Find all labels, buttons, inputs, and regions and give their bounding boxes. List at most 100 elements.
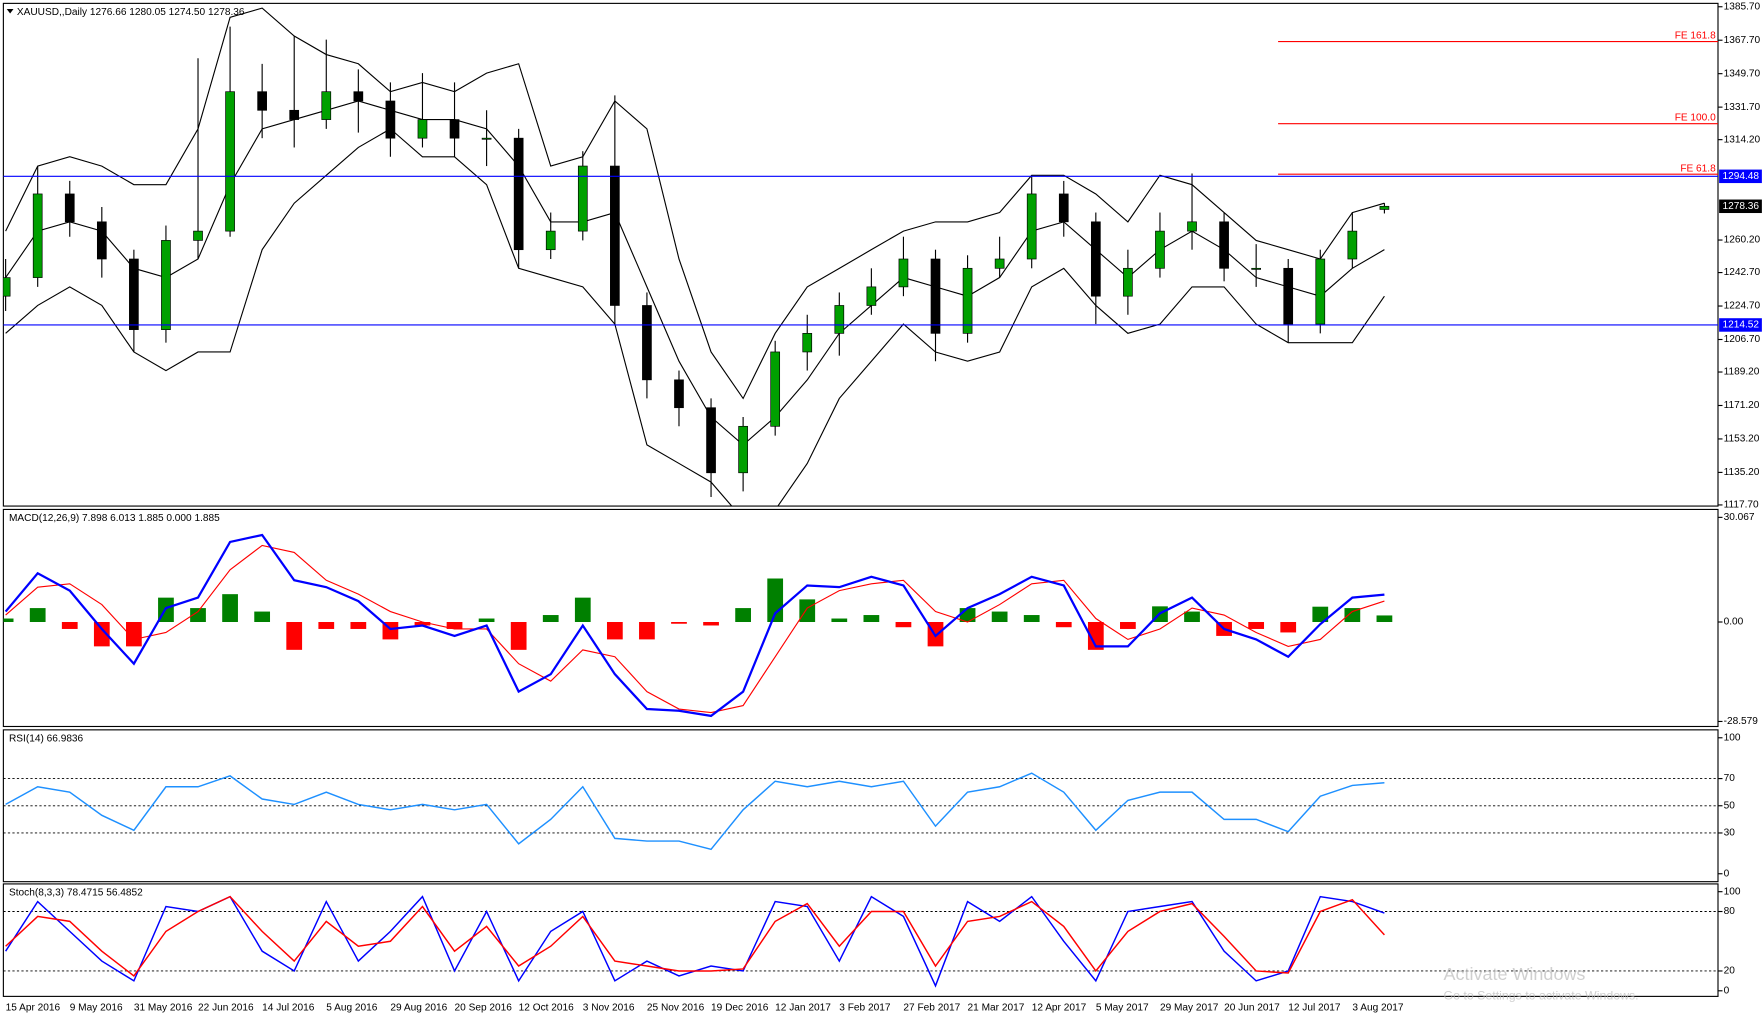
histogram-bar <box>1280 622 1297 633</box>
bollinger-middle <box>5 100 1385 446</box>
candle-body <box>1058 193 1069 223</box>
bollinger-lower <box>5 128 1385 507</box>
x-tick-label: 3 Aug 2017 <box>1352 1002 1404 1013</box>
y-tick-label: 1206.70 <box>1724 334 1761 345</box>
y-tick-label: 1331.70 <box>1724 102 1761 113</box>
histogram-bar <box>639 622 655 640</box>
candle-body <box>802 333 813 353</box>
x-tick-label: 3 Nov 2016 <box>583 1002 635 1013</box>
histogram-bar <box>222 594 238 623</box>
histogram-bar <box>1376 615 1393 623</box>
candle-body <box>385 100 396 139</box>
y-tick-label: 50 <box>1724 800 1736 811</box>
y-tick-label: 1314.20 <box>1724 134 1761 145</box>
macd-line <box>4 533 1385 718</box>
x-tick-label: 27 Feb 2017 <box>903 1002 960 1013</box>
y-tick-label: 80 <box>1724 906 1736 917</box>
histogram-bar <box>1055 622 1072 628</box>
candle-body <box>834 305 845 334</box>
histogram-bar <box>478 618 495 623</box>
candle-body <box>898 258 909 288</box>
x-tick-label: 12 Jul 2017 <box>1288 1002 1341 1013</box>
fibo-label: FE 100.0 <box>1675 113 1716 124</box>
candle-body <box>3 277 11 297</box>
y-tick-label: 1349.70 <box>1724 68 1761 79</box>
y-tick-label: 0 <box>1724 985 1730 996</box>
histogram-bar <box>93 622 110 647</box>
y-tick-label: 30.067 <box>1724 512 1755 523</box>
panel-title: Stoch(8,3,3) 78.4715 56.4852 <box>9 888 143 899</box>
candle-body <box>706 407 716 474</box>
candle-body <box>257 91 267 111</box>
x-tick-label: 12 Oct 2016 <box>519 1002 574 1013</box>
histogram-bar <box>446 622 463 629</box>
x-tick-label: 5 May 2017 <box>1096 1002 1149 1013</box>
y-tick-label: 20 <box>1724 966 1736 977</box>
candle-body <box>1283 267 1294 325</box>
x-tick-label: 14 Jul 2016 <box>262 1002 315 1013</box>
candle-body <box>321 91 332 120</box>
watermark-subtitle: Go to Settings to activate Windows. <box>1443 989 1638 1003</box>
panel-plot <box>3 772 1718 851</box>
histogram-bar <box>863 615 880 623</box>
candle-body <box>1187 221 1197 232</box>
candle-body <box>449 119 460 139</box>
y-tick-label: 30 <box>1724 828 1736 839</box>
x-tick-label: 15 Apr 2016 <box>6 1002 61 1013</box>
candle-body <box>770 351 781 427</box>
indicator-line <box>5 895 1385 977</box>
y-tick-label: 100 <box>1724 732 1741 743</box>
histogram-bar <box>1184 611 1200 623</box>
panel-plot <box>3 533 1393 718</box>
price-label-box <box>1719 169 1762 184</box>
fibo-label: FE 61.8 <box>1680 163 1716 174</box>
panel-frame <box>2 2 1719 507</box>
histogram-bar <box>671 622 687 624</box>
panel-title: XAUUSD,,Daily 1276.66 1280.05 1274.50 12… <box>17 7 245 18</box>
histogram-bar <box>1087 622 1104 650</box>
candle-body <box>417 119 428 139</box>
candle-body <box>1347 230 1358 260</box>
x-tick-label: 5 Aug 2016 <box>326 1002 378 1013</box>
candle-body <box>1090 221 1101 297</box>
y-tick-label: 1242.70 <box>1724 267 1761 278</box>
y-tick-label: 1367.70 <box>1724 35 1761 46</box>
candle-body <box>1155 230 1165 269</box>
candle-body <box>353 91 364 102</box>
histogram-bar <box>703 622 719 626</box>
candle-body <box>1315 258 1326 325</box>
y-tick-label: 1189.20 <box>1724 367 1760 378</box>
candle-body <box>225 91 235 232</box>
price-label-box <box>1719 318 1762 332</box>
fibo-label: FE 161.8 <box>1675 31 1716 42</box>
x-tick-label: 25 Nov 2016 <box>647 1002 705 1013</box>
histogram-bar <box>735 608 751 623</box>
candle-body <box>161 240 171 330</box>
candle-body <box>866 286 877 306</box>
x-tick-label: 20 Sep 2016 <box>455 1002 513 1013</box>
y-tick-label: 1260.20 <box>1724 235 1761 246</box>
candle-body <box>642 305 652 381</box>
x-tick-label: 12 Jan 2017 <box>775 1002 831 1013</box>
y-tick-label: 70 <box>1724 773 1736 784</box>
candle-body <box>1379 205 1390 210</box>
y-tick-label: -28.579 <box>1724 716 1759 727</box>
candle-body <box>481 137 492 140</box>
histogram-bar <box>29 608 46 623</box>
x-tick-label: 31 May 2016 <box>134 1002 193 1013</box>
menu-arrow[interactable] <box>6 8 14 14</box>
candle-body <box>193 230 203 241</box>
histogram-bar <box>286 622 303 650</box>
histogram-bar <box>574 597 591 623</box>
histogram-bar <box>126 622 142 647</box>
candle-body <box>96 221 107 260</box>
panel-frame <box>2 883 1719 997</box>
y-tick-label: 1385.70 <box>1724 1 1761 12</box>
histogram-bar <box>895 622 912 628</box>
watermark-title: Activate Windows <box>1443 964 1585 984</box>
candle-body <box>1219 221 1229 269</box>
candle-body <box>32 193 43 278</box>
candle-body <box>610 165 620 306</box>
y-tick-label: 1224.70 <box>1724 301 1761 312</box>
